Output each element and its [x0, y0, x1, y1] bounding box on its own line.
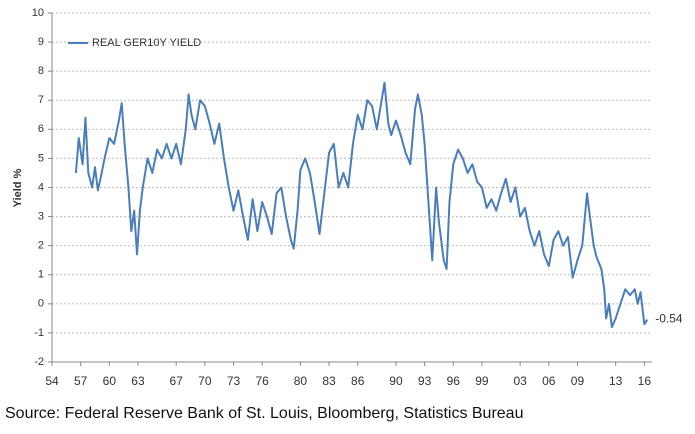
x-tick-label: 90 — [389, 374, 403, 388]
x-tick-label: 67 — [170, 374, 184, 388]
y-tick-label: -2 — [34, 356, 44, 368]
x-tick-label: 06 — [542, 374, 556, 388]
y-tick-label: 10 — [32, 7, 44, 19]
y-tick-label: 9 — [38, 36, 44, 48]
data-line — [74, 81, 649, 329]
y-axis-label: Yield % — [12, 168, 24, 207]
x-tick-label: 54 — [45, 374, 59, 388]
source-note: Source: Federal Reserve Bank of St. Loui… — [5, 405, 523, 422]
x-tick-label: 99 — [475, 374, 489, 388]
y-tick-label: 5 — [38, 152, 44, 164]
end-value-label: -0.54 — [655, 312, 683, 326]
y-tick-label: 4 — [38, 181, 44, 193]
y-tick-label: 7 — [38, 94, 44, 106]
y-tick-label: -1 — [34, 327, 44, 339]
x-tick-label: 83 — [322, 374, 336, 388]
y-tick-label: 2 — [38, 240, 44, 252]
x-tick-label: 86 — [351, 374, 365, 388]
x-tick-label: 57 — [74, 374, 88, 388]
y-tick-label: 6 — [38, 123, 44, 135]
x-tick-label: 70 — [198, 374, 212, 388]
y-tick-label: 1 — [38, 269, 44, 281]
x-tick-label: 09 — [571, 374, 585, 388]
x-tick-label: 76 — [256, 374, 270, 388]
x-tick-label: 13 — [609, 374, 623, 388]
x-tick-label: 63 — [131, 374, 145, 388]
x-tick-label: 96 — [447, 374, 461, 388]
x-tick-label: 93 — [418, 374, 432, 388]
x-tick-label: 60 — [103, 374, 117, 388]
y-tick-label: 8 — [38, 65, 44, 77]
x-tick-label: 73 — [227, 374, 241, 388]
y-tick-label: 0 — [38, 298, 44, 310]
legend-label: REAL GER10Y YIELD — [92, 37, 201, 49]
y-tick-label: 3 — [38, 210, 44, 222]
x-tick-label: 16 — [638, 374, 652, 388]
x-tick-label: 03 — [513, 374, 527, 388]
x-tick-label: 80 — [294, 374, 308, 388]
